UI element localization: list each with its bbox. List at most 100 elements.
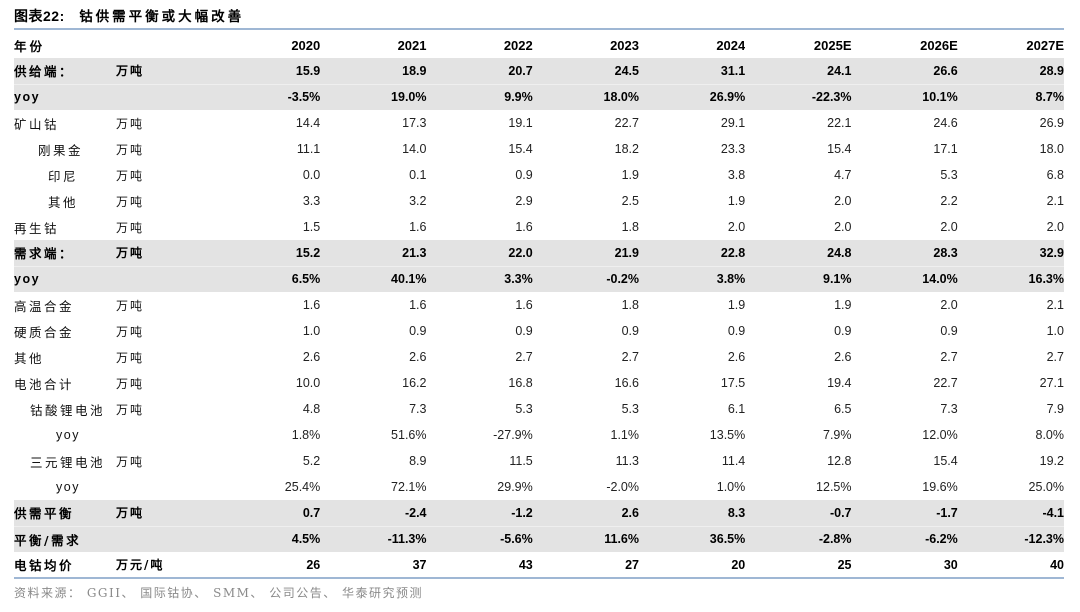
row-value: 2.6 (302, 350, 321, 364)
year-header: 2020 (291, 37, 321, 53)
row-value: 40 (1050, 557, 1064, 572)
row-value: 12.5% (816, 480, 852, 494)
row-unit (116, 422, 214, 448)
row-value: 7.9 (1046, 402, 1064, 416)
table-row: 刚果金 万吨 11.1 14.0 15.4 18.2 23.3 15.4 17.1 18.0 (14, 136, 1064, 162)
row-value: 29.9% (497, 480, 533, 494)
cobalt-supply-demand-table: 年份 2020 2021 2022 2023 2024 2025E 2026E 2027E 供给… (14, 32, 1064, 579)
row-value: 2.7 (940, 350, 958, 364)
row-value: 18.2 (614, 142, 639, 156)
table-row: yoy -3.5% 19.0% 9.9% 18.0% 26.9% -22.3% 10.1% 8.… (14, 83, 1064, 110)
row-value: 2.0 (940, 220, 958, 234)
table-row: 供给端： 万吨 15.9 18.9 20.7 24.5 31.1 24.1 26.6 28.9 (14, 58, 1064, 84)
row-value: 17.5 (720, 376, 746, 390)
row-unit: 万吨 (116, 142, 145, 157)
row-value: 11.6% (532, 525, 639, 552)
row-value: 2.6 (834, 350, 852, 364)
row-value: 16.2 (402, 376, 427, 390)
row-value: -0.2% (532, 265, 639, 292)
row-value: -0.7 (745, 500, 852, 526)
row-value: 19.2 (1039, 454, 1064, 468)
row-value: 23.3 (720, 142, 746, 156)
row-value: 11.3 (615, 454, 639, 468)
row-value: 2.0 (834, 220, 852, 234)
row-unit: 万吨 (116, 116, 145, 131)
row-label: 高温合金 (14, 298, 75, 314)
row-value: 30 (943, 557, 958, 572)
row-label: 刚果金 (38, 142, 84, 158)
row-label: 供给端： (14, 58, 116, 84)
figure-title-text: 钴供需平衡或大幅改善 (79, 9, 245, 25)
row-label: yoy (14, 265, 116, 292)
table-row: 需求端： 万吨 15.2 21.3 22.0 21.9 22.8 24.8 28.3 32.9 (14, 240, 1064, 266)
row-value: 24.5 (532, 58, 639, 84)
row-value: 12.8 (827, 454, 852, 468)
row-value: 5.2 (302, 454, 321, 468)
row-unit: 万吨 (116, 350, 145, 365)
row-value: 26.9% (639, 83, 746, 110)
row-value: 36.5% (639, 525, 746, 552)
row-value: 25 (837, 557, 852, 572)
row-value: 0.1 (409, 168, 427, 182)
row-value: 0.9 (834, 324, 852, 338)
row-value: 7.9% (823, 428, 852, 442)
row-value: 3.8 (727, 168, 746, 182)
table-row: 平衡/需求 4.5% -11.3% -5.6% 11.6% 36.5% -2.8% -6.2%… (14, 525, 1064, 552)
unit-column-header (116, 32, 214, 58)
table-row: 电钴均价 万元/吨 26 37 43 27 20 25 30 40 (14, 552, 1064, 578)
row-value: -2.4 (320, 500, 427, 526)
row-value: 24.6 (933, 116, 958, 130)
row-value: 22.7 (933, 376, 958, 390)
row-value: 1.9 (621, 168, 639, 182)
row-value: 4.5% (214, 525, 321, 552)
row-value: 7.3 (409, 402, 427, 416)
row-label: yoy (56, 480, 80, 494)
row-value: 14.0% (851, 265, 958, 292)
row-value: 1.6 (409, 220, 427, 234)
row-value: -3.5% (214, 83, 321, 110)
row-label: 需求端： (14, 240, 116, 266)
row-value: 0.7 (214, 500, 321, 526)
row-value: -2.8% (745, 525, 852, 552)
row-value: 2.5 (621, 194, 639, 208)
row-value: 16.3% (957, 265, 1064, 292)
year-column-header: 年份 (14, 38, 46, 54)
row-unit: 万吨 (116, 220, 145, 235)
row-value: 22.1 (827, 116, 852, 130)
table-row: yoy 25.4% 72.1% 29.9% -2.0% 1.0% 12.5% 19.6% 25.… (14, 474, 1064, 500)
row-value: 0.9 (621, 324, 639, 338)
title-divider (14, 28, 1064, 30)
row-value: 11.4 (721, 454, 746, 468)
row-value: 7.3 (940, 402, 958, 416)
table-row: yoy 6.5% 40.1% 3.3% -0.2% 3.8% 9.1% 14.0% 16.3% (14, 265, 1064, 292)
row-value: 2.0 (1046, 220, 1064, 234)
row-value: 5.3 (940, 168, 958, 182)
row-value: 1.6 (409, 298, 427, 312)
row-value: 0.9 (515, 168, 533, 182)
row-value: 0.9 (515, 324, 533, 338)
row-value: 3.2 (409, 194, 427, 208)
row-value: 8.9 (409, 454, 427, 468)
row-value: 4.7 (834, 168, 852, 182)
table-row: 高温合金 万吨 1.6 1.6 1.6 1.8 1.9 1.9 2.0 2.1 (14, 292, 1064, 318)
table-row: 电池合计 万吨 10.0 16.2 16.8 16.6 17.5 19.4 22.7 27.1 (14, 370, 1064, 396)
row-unit: 万吨 (116, 402, 145, 417)
row-value: 1.6 (515, 298, 533, 312)
row-value: 25.4% (284, 480, 321, 494)
table-row: 再生钴 万吨 1.5 1.6 1.6 1.8 2.0 2.0 2.0 2.0 (14, 214, 1064, 240)
row-value: 26.6 (851, 58, 958, 84)
row-value: 6.5% (214, 265, 321, 292)
row-unit: 万吨 (116, 194, 145, 209)
row-value: 22.0 (426, 240, 533, 266)
row-value: 1.0% (716, 480, 746, 494)
year-header: 2022 (503, 37, 533, 53)
row-value: 5.3 (621, 402, 639, 416)
row-unit: 万吨 (116, 324, 145, 339)
row-value: -12.3% (957, 525, 1064, 552)
row-value: 27 (625, 557, 639, 572)
source-text: 资料来源： GGII、 国际钴协、 SMM、 公司公告、 华泰研究预测 (14, 586, 424, 600)
row-value: 3.3% (426, 265, 533, 292)
row-value: 15.4 (508, 142, 533, 156)
row-label: 电钴均价 (14, 558, 75, 573)
row-value: 24.8 (745, 240, 852, 266)
